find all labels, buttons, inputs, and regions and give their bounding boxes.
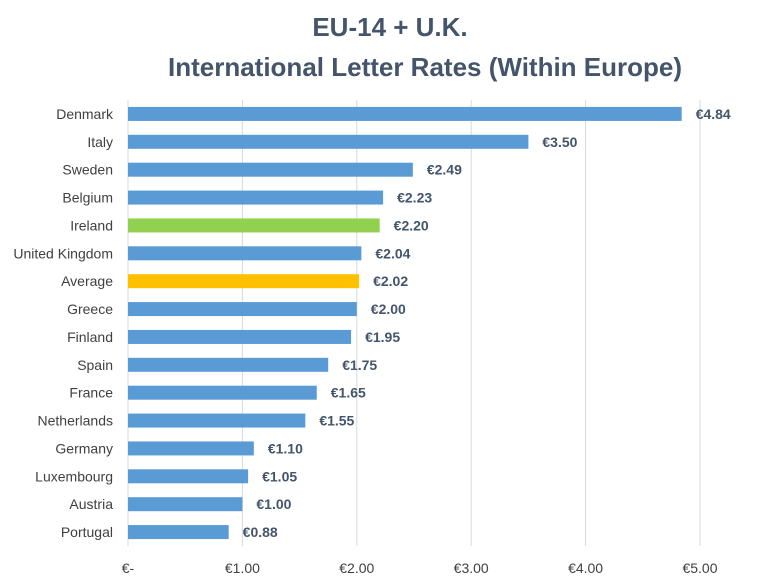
bar-spain xyxy=(128,357,329,372)
value-label: €2.02 xyxy=(373,273,408,289)
category-label: Greece xyxy=(67,301,113,317)
value-label: €2.00 xyxy=(371,301,406,317)
bar-belgium xyxy=(128,190,384,205)
category-label: Ireland xyxy=(70,217,113,233)
value-label: €4.84 xyxy=(696,106,731,122)
value-label: €1.10 xyxy=(268,440,303,456)
category-label: Luxembourg xyxy=(35,468,113,484)
category-label: Austria xyxy=(69,496,113,512)
value-label: €1.95 xyxy=(365,329,400,345)
value-label: €2.20 xyxy=(394,217,429,233)
x-axis-tick-labels: €- €1.00 €2.00 €3.00 €4.00 €5.00 xyxy=(122,560,718,576)
x-tick-label: €2.00 xyxy=(339,560,374,576)
x-tick-label: €3.00 xyxy=(454,560,489,576)
category-label: United Kingdom xyxy=(13,245,113,261)
bar-austria xyxy=(128,497,243,512)
bar-denmark xyxy=(128,106,682,121)
bar-germany xyxy=(128,441,254,456)
bar-italy xyxy=(128,134,529,149)
chart-subtitle: International Letter Rates (Within Europ… xyxy=(167,52,683,82)
bar-greece xyxy=(128,302,357,317)
value-label: €0.88 xyxy=(243,524,278,540)
value-label: €2.23 xyxy=(397,190,432,206)
bar-netherlands xyxy=(128,413,306,428)
bar-luxembourg xyxy=(128,469,249,484)
bar-ireland xyxy=(128,218,380,233)
category-label: Finland xyxy=(67,329,113,345)
bar-france xyxy=(128,385,317,400)
bar-united-kingdom xyxy=(128,246,362,261)
bar-finland xyxy=(128,329,352,344)
bar-average xyxy=(128,274,360,289)
category-labels: Denmark Italy Sweden Belgium Ireland United K… xyxy=(13,106,114,540)
category-label: Denmark xyxy=(56,106,114,122)
value-label: €1.05 xyxy=(262,468,297,484)
category-label: Belgium xyxy=(62,190,113,206)
value-label: €2.04 xyxy=(375,245,410,261)
value-labels: €4.84 €3.50 €2.49 €2.23 €2.20 €2.04 €2.02 €2.00… xyxy=(243,106,731,540)
value-label: €1.00 xyxy=(256,496,291,512)
x-tick-label: €4.00 xyxy=(568,560,603,576)
category-label: Spain xyxy=(77,357,113,373)
category-label: France xyxy=(69,385,113,401)
chart-title: EU-14 + U.K. xyxy=(312,12,468,42)
bar-portugal xyxy=(128,525,229,540)
category-label: Germany xyxy=(55,440,113,456)
bar-sweden xyxy=(128,162,413,177)
category-label: Sweden xyxy=(62,162,113,178)
x-tick-label: €1.00 xyxy=(225,560,260,576)
value-label: €2.49 xyxy=(427,162,462,178)
value-label: €1.65 xyxy=(331,385,366,401)
category-label: Average xyxy=(61,273,113,289)
category-label: Portugal xyxy=(61,524,113,540)
x-tick-label: €5.00 xyxy=(682,560,717,576)
value-label: €3.50 xyxy=(542,134,577,150)
category-label: Italy xyxy=(87,134,113,150)
value-label: €1.75 xyxy=(342,357,377,373)
x-tick-label: €- xyxy=(122,560,135,576)
category-label: Netherlands xyxy=(38,413,114,429)
value-label: €1.55 xyxy=(319,413,354,429)
bars xyxy=(128,106,682,540)
